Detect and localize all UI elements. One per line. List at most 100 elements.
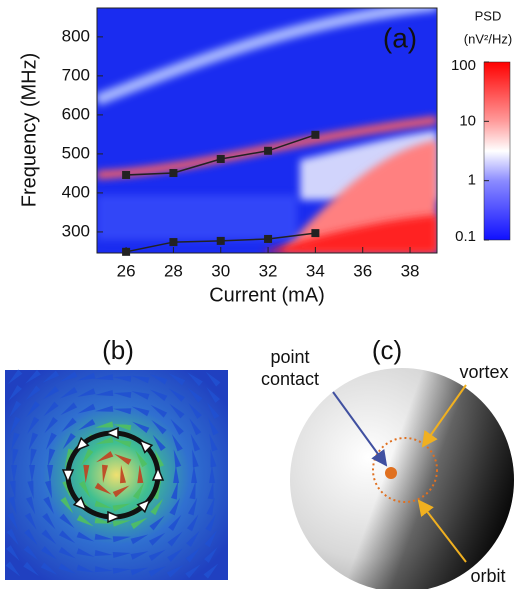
field-arrow xyxy=(78,419,96,431)
field-arrow xyxy=(28,432,39,451)
data-point xyxy=(216,236,225,245)
field-arrow xyxy=(112,567,131,574)
field-arrow xyxy=(94,533,113,540)
field-arrow xyxy=(130,534,149,545)
field-arrow xyxy=(27,416,40,434)
field-arrow xyxy=(25,369,41,384)
field-arrow xyxy=(132,421,150,433)
field-arrow xyxy=(7,369,23,385)
x-tick-label: 26 xyxy=(117,261,136,280)
field-arrow xyxy=(188,402,202,419)
sphere-shade xyxy=(290,368,514,589)
field-arrow xyxy=(23,545,39,561)
field-arrow xyxy=(59,371,78,382)
field-arrow xyxy=(95,390,114,396)
data-point xyxy=(311,130,320,139)
field-arrow xyxy=(207,402,220,420)
field-arrow xyxy=(43,401,59,417)
x-tick-label: 28 xyxy=(164,261,183,280)
field-arrow xyxy=(113,424,132,431)
x-tick-label: 32 xyxy=(259,261,278,280)
arrow xyxy=(417,499,467,563)
field-arrow xyxy=(58,530,76,544)
field-arrow xyxy=(131,406,150,417)
vector-arrows xyxy=(5,369,221,579)
orbit-arrowhead xyxy=(151,466,165,481)
field-arrow xyxy=(150,389,168,401)
field-arrow xyxy=(112,520,131,527)
field-arrow xyxy=(25,385,41,401)
field-arrow xyxy=(40,562,58,575)
orbit-arrowhead xyxy=(138,438,154,454)
field-arrow xyxy=(9,480,16,499)
colorbar-tick-label: 0.1 xyxy=(455,228,476,245)
field-arrow xyxy=(131,375,150,384)
field-arrow xyxy=(45,432,57,450)
colorbar-tick-label: 100 xyxy=(451,57,476,74)
field-arrow xyxy=(112,503,131,512)
field-arrow xyxy=(112,536,131,543)
field-arrow xyxy=(95,421,114,428)
field-arrow xyxy=(113,375,132,382)
panel-label: (b) xyxy=(102,335,134,365)
colorbar-tick-label: 10 xyxy=(459,112,476,129)
field-arrow xyxy=(44,480,53,499)
field-arrow xyxy=(77,372,96,381)
field-arrow xyxy=(173,449,182,468)
field-arrow xyxy=(6,528,19,546)
field-arrow xyxy=(148,566,167,577)
field-arrow xyxy=(203,563,219,579)
field-arrow xyxy=(206,387,221,403)
field-arrow xyxy=(150,498,164,516)
y-tick-label: 500 xyxy=(62,143,90,162)
data-point xyxy=(264,146,273,155)
field-arrow xyxy=(167,531,183,547)
field-arrow xyxy=(47,464,54,483)
field-arrow xyxy=(114,453,132,465)
field-arrow xyxy=(186,530,200,547)
field-arrow xyxy=(76,514,94,527)
field-arrow xyxy=(24,512,37,530)
field-arrow xyxy=(208,417,219,436)
field-arrow xyxy=(76,564,95,573)
field-arrow xyxy=(24,529,38,546)
field-arrow xyxy=(166,565,184,578)
data-point xyxy=(311,229,320,238)
field-arrow xyxy=(81,448,94,466)
field-arrow xyxy=(148,532,166,546)
colorbar xyxy=(483,61,511,241)
field-arrow xyxy=(149,515,165,531)
colorbar-title: PSD xyxy=(475,8,502,23)
field-arrow xyxy=(47,448,56,467)
orbit-arrowhead xyxy=(107,510,122,524)
field-arrow xyxy=(41,529,57,545)
orbit-circle xyxy=(372,437,438,503)
field-arrow xyxy=(186,514,199,532)
orbit-arrowhead xyxy=(136,498,152,514)
field-arrow xyxy=(169,497,180,516)
x-tick-label: 38 xyxy=(401,261,420,280)
field-arrow xyxy=(168,373,186,386)
field-arrow xyxy=(94,482,112,495)
field-arrow xyxy=(42,370,60,383)
field-arrow xyxy=(96,451,114,463)
field-arrow xyxy=(9,400,22,418)
heatmap xyxy=(97,8,437,253)
field-arrow xyxy=(204,530,217,548)
colorbar-units: (nV²/Hz) xyxy=(464,31,512,46)
field-arrow xyxy=(210,449,217,468)
orbit-arrowhead xyxy=(61,469,75,484)
field-arrow xyxy=(189,418,202,436)
field-arrow xyxy=(95,374,114,381)
field-arrow xyxy=(77,403,96,414)
field-arrow xyxy=(135,450,148,468)
field-arrow xyxy=(77,388,96,397)
field-arrow xyxy=(131,391,150,400)
field-arrow xyxy=(130,517,148,530)
annotation: contact xyxy=(261,369,319,389)
field-arrow xyxy=(190,433,201,452)
field-arrow xyxy=(149,374,168,385)
orbit-arrowhead xyxy=(74,436,90,452)
data-point xyxy=(264,234,273,243)
field-arrow xyxy=(185,564,201,579)
